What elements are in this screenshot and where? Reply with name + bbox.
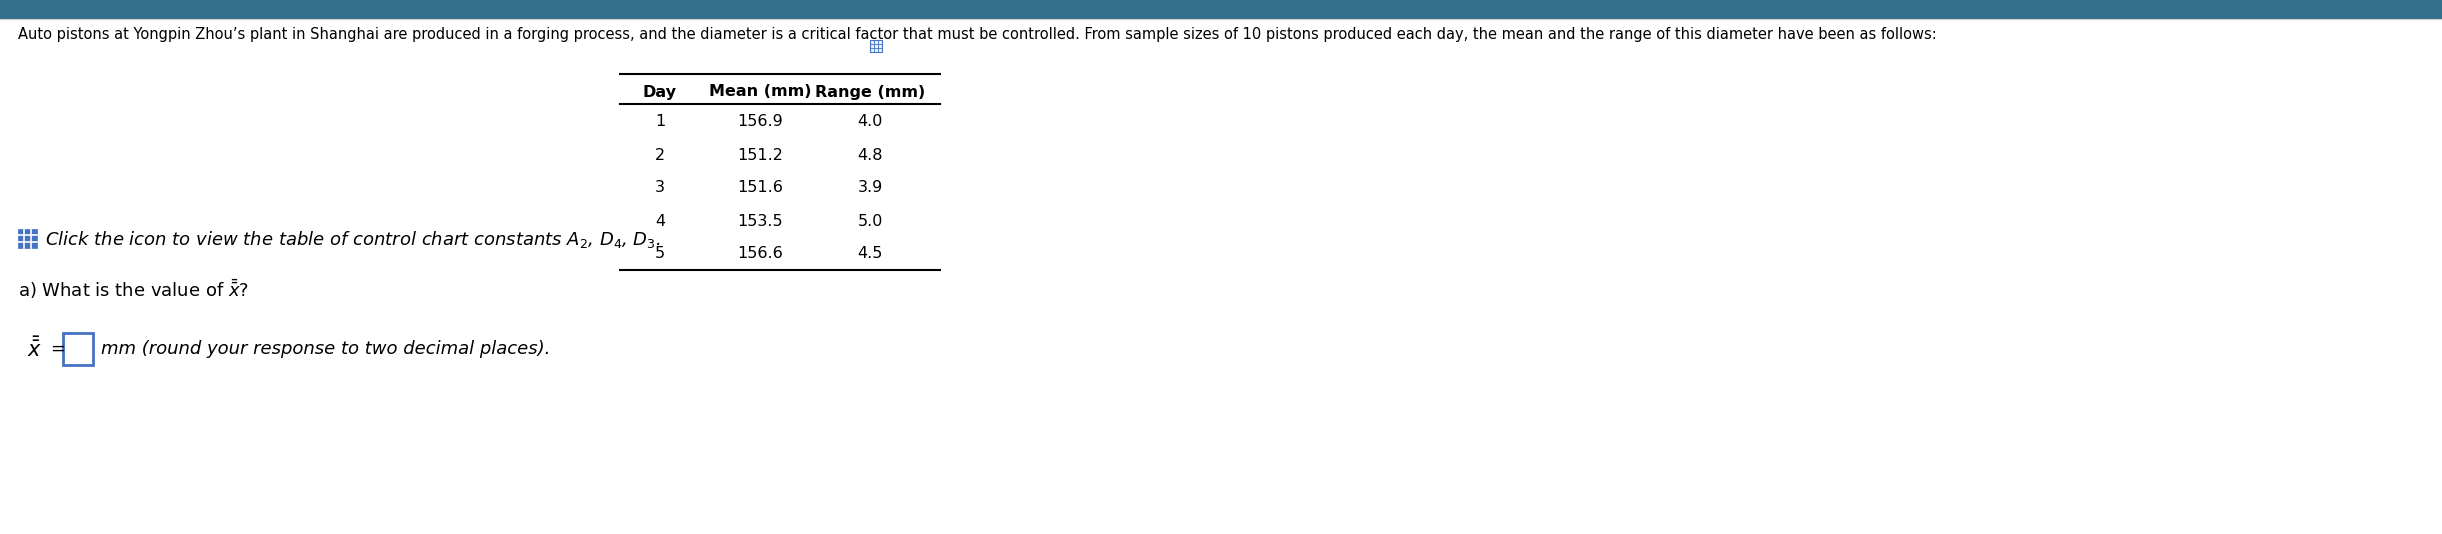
Text: 3.9: 3.9 bbox=[857, 180, 882, 195]
FancyBboxPatch shape bbox=[17, 229, 37, 248]
Text: =: = bbox=[49, 340, 66, 358]
Text: 1: 1 bbox=[654, 114, 664, 130]
Text: a) What is the value of $\bar{\bar{x}}$?: a) What is the value of $\bar{\bar{x}}$? bbox=[17, 277, 249, 301]
Bar bbox=[0, 0, 2442, 18]
Text: 153.5: 153.5 bbox=[737, 214, 784, 229]
Text: 156.6: 156.6 bbox=[737, 247, 784, 262]
Text: 5: 5 bbox=[654, 247, 664, 262]
Text: $\bar{\bar{x}}$: $\bar{\bar{x}}$ bbox=[27, 337, 42, 361]
Text: 4.0: 4.0 bbox=[857, 114, 882, 130]
Text: 4: 4 bbox=[654, 214, 664, 229]
Text: Mean (mm): Mean (mm) bbox=[708, 84, 811, 99]
Text: 3: 3 bbox=[654, 180, 664, 195]
FancyBboxPatch shape bbox=[869, 40, 882, 52]
Text: 2: 2 bbox=[654, 147, 664, 162]
Text: Click the icon to view the table of control chart constants $A_2$, $D_4$, $D_3$.: Click the icon to view the table of cont… bbox=[44, 229, 662, 249]
Text: Day: Day bbox=[642, 84, 676, 99]
Text: 151.2: 151.2 bbox=[737, 147, 784, 162]
Text: 156.9: 156.9 bbox=[737, 114, 784, 130]
Text: 4.8: 4.8 bbox=[857, 147, 882, 162]
Text: 151.6: 151.6 bbox=[737, 180, 784, 195]
Text: Auto pistons at Yongpin Zhou’s plant in Shanghai are produced in a forging proce: Auto pistons at Yongpin Zhou’s plant in … bbox=[17, 27, 1937, 42]
Text: mm (round your response to two decimal places).: mm (round your response to two decimal p… bbox=[100, 340, 549, 358]
Text: Range (mm): Range (mm) bbox=[816, 84, 926, 99]
Text: 5.0: 5.0 bbox=[857, 214, 882, 229]
Text: 4.5: 4.5 bbox=[857, 247, 882, 262]
FancyBboxPatch shape bbox=[63, 333, 93, 365]
